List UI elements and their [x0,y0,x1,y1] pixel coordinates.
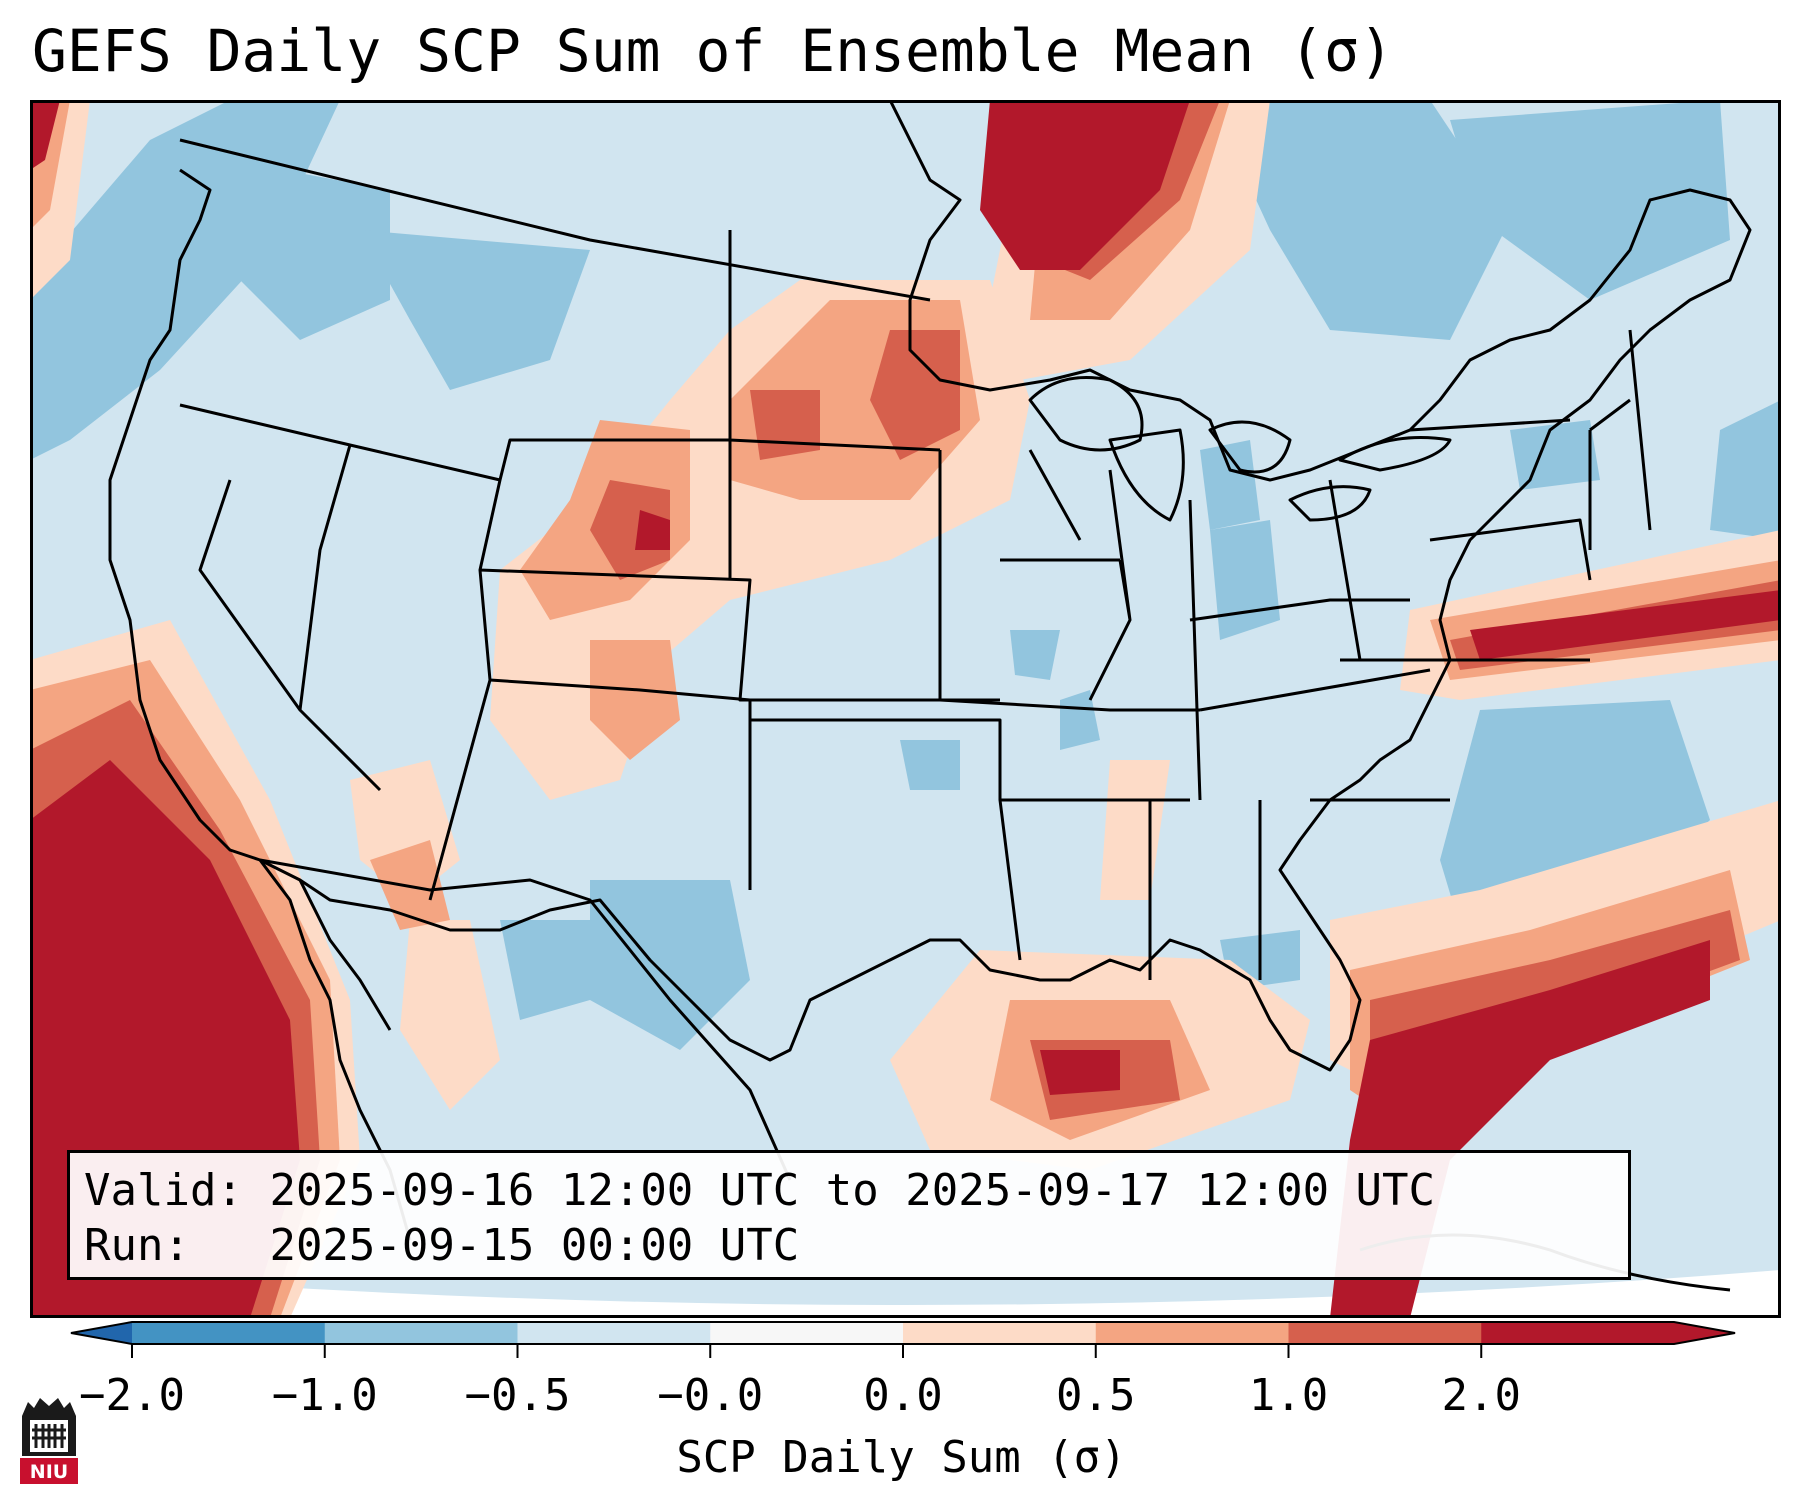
colorbar-label: SCP Daily Sum (σ) [676,1432,1127,1483]
map-panel[interactable] [30,100,1781,1318]
valid-run-info-box: Valid: 2025-09-16 12:00 UTC to 2025-09-1… [67,1150,1631,1280]
colorbar [70,1321,1736,1358]
state-lines [179,230,1652,980]
colorbar-tick-label: −0.0 [657,1370,764,1421]
great-lakes [1028,376,1452,522]
scp-map[interactable] [30,100,1781,1318]
mexico-border [259,858,792,1181]
run-label: Run: [84,1220,190,1271]
niu-logo: NIU [20,1398,78,1484]
colorbar-segment [710,1322,904,1344]
colorbar-tick-label: 0.0 [863,1370,943,1421]
colorbar-segment [1288,1322,1482,1344]
colorbar-extend-high [1674,1322,1736,1344]
colorbar-extend-low [70,1322,132,1344]
colorbar-segment [1481,1322,1675,1344]
colorbar-tick-label: −1.0 [271,1370,378,1421]
canada-us-border [179,138,931,302]
valid-label: Valid: [84,1165,243,1216]
colorbar-tick-label: 0.5 [1056,1370,1136,1421]
colorbar-segment [517,1322,711,1344]
niu-logo-text: NIU [30,1461,68,1483]
colorbar-segment [1095,1322,1289,1344]
negative-anomaly-layer [30,100,1781,1050]
run-value: 2025-09-15 00:00 UTC [269,1220,800,1271]
map-frame-border [30,100,1781,1318]
colorbar-segment [903,1322,1097,1344]
colorbar-segment [324,1322,518,1344]
colorbar-tick-label: 1.0 [1248,1370,1329,1421]
map-title: GEFS Daily SCP Sum of Ensemble Mean (σ) [32,17,1394,85]
valid-value: 2025-09-16 12:00 UTC to 2025-09-17 12:00… [269,1165,1436,1216]
colorbar-tick-label: 2.0 [1441,1370,1521,1421]
colorbar-tick-label: −2.0 [79,1370,185,1421]
colorbar-segment [132,1322,326,1344]
colorbar-tick-label: −0.5 [464,1370,571,1421]
